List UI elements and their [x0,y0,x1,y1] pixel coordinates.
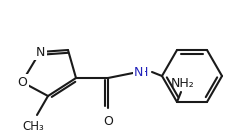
Text: NH₂: NH₂ [171,77,195,90]
Text: O: O [103,115,113,128]
Text: H: H [139,66,148,79]
Text: O: O [17,75,27,88]
Text: N: N [35,46,45,59]
Text: CH₃: CH₃ [22,120,44,133]
Text: N: N [134,66,143,79]
